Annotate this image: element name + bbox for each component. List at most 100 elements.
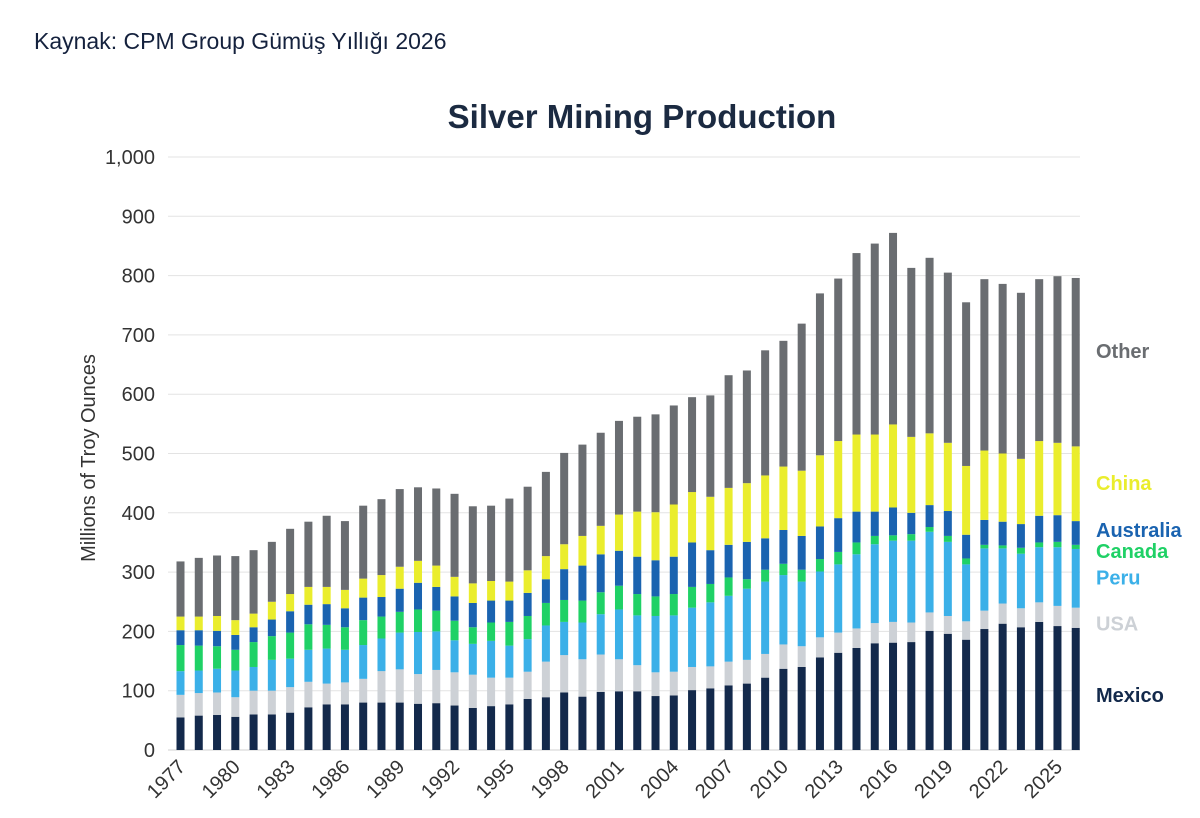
bar-segment-usa: [815, 637, 824, 658]
bar-segment-china: [742, 483, 751, 542]
bar-segment-canada: [322, 624, 331, 649]
bar-segment-usa: [468, 674, 477, 708]
bar-segment-other: [651, 414, 660, 513]
bar-segment-china: [797, 470, 806, 536]
bar-segment-peru: [980, 548, 989, 611]
bar-segment-australia: [194, 630, 203, 646]
bar-stack-2000: [596, 432, 605, 750]
bar-segment-canada: [852, 542, 861, 555]
bar-segment-usa: [998, 603, 1007, 624]
bar-segment-usa: [1053, 605, 1062, 627]
bar-segment-canada: [962, 558, 971, 565]
bar-segment-other: [797, 323, 806, 471]
bar-segment-other: [1016, 292, 1025, 459]
bar-segment-canada: [596, 592, 605, 615]
bar-segment-other: [523, 486, 532, 571]
bar-segment-mexico: [249, 714, 258, 750]
bar-segment-mexico: [1035, 621, 1044, 750]
bar-segment-australia: [907, 512, 916, 535]
bar-segment-australia: [852, 511, 861, 543]
bar-segment-china: [815, 455, 824, 527]
bar-segment-canada: [505, 621, 514, 646]
bar-segment-other: [505, 498, 514, 582]
bar-stack-1978: [194, 557, 203, 750]
bar-stack-2021: [980, 279, 989, 750]
bar-segment-australia: [669, 556, 678, 595]
bar-segment-peru: [505, 645, 514, 678]
bar-stack-1999: [578, 444, 587, 750]
bar-segment-usa: [651, 672, 660, 697]
bar-segment-other: [560, 452, 569, 545]
x-tick-label: 1989: [362, 756, 409, 803]
bar-segment-usa: [304, 681, 313, 708]
bar-stack-1980: [231, 556, 240, 750]
bar-segment-other: [907, 267, 916, 437]
bar-segment-mexico: [614, 691, 623, 750]
x-tick-label: 2019: [910, 756, 957, 803]
bar-segment-peru: [998, 548, 1007, 604]
bar-segment-canada: [304, 624, 313, 650]
bar-segment-china: [304, 586, 313, 605]
bar-stack-1982: [267, 541, 276, 750]
bar-segment-mexico: [176, 717, 185, 750]
bar-segment-canada: [889, 535, 898, 541]
bar-segment-mexico: [925, 630, 934, 750]
bar-segment-usa: [779, 644, 788, 669]
bar-segment-usa: [541, 661, 550, 698]
bar-stack-2025: [1053, 276, 1062, 750]
bar-segment-mexico: [779, 668, 788, 750]
bar-segment-mexico: [377, 702, 386, 750]
bar-segment-australia: [943, 511, 952, 536]
bar-segment-peru: [450, 640, 459, 673]
bar-segment-other: [176, 561, 185, 617]
bar-segment-usa: [614, 659, 623, 692]
bar-segment-usa: [980, 610, 989, 630]
bar-segment-china: [614, 514, 623, 551]
bar-segment-usa: [578, 659, 587, 697]
bar-segment-canada: [925, 527, 934, 532]
bar-stack-1984: [304, 521, 313, 750]
bar-segment-canada: [706, 583, 715, 603]
x-tick-label: 2004: [636, 756, 683, 803]
bar-segment-usa: [633, 665, 642, 692]
bar-segment-other: [1071, 277, 1080, 447]
bar-segment-canada: [286, 632, 295, 659]
bar-stack-1996: [523, 486, 532, 750]
bar-segment-peru: [395, 632, 404, 670]
bar-segment-peru: [560, 621, 569, 656]
bar-segment-usa: [669, 671, 678, 696]
bar-segment-canada: [688, 586, 697, 608]
bar-stack-2008: [742, 370, 751, 750]
bar-segment-china: [432, 565, 441, 587]
bar-segment-china: [395, 566, 404, 589]
bar-segment-canada: [1035, 542, 1044, 548]
bar-segment-mexico: [1053, 626, 1062, 750]
bar-segment-other: [213, 555, 222, 616]
bar-segment-china: [1016, 458, 1025, 525]
bar-stack-2006: [706, 395, 715, 750]
bar-segment-other: [322, 515, 331, 587]
bar-segment-other: [925, 257, 934, 434]
bar-segment-australia: [1053, 515, 1062, 542]
bar-segment-usa: [340, 682, 349, 705]
y-tick-label: 300: [122, 562, 155, 584]
bar-segment-china: [1035, 441, 1044, 516]
bar-segment-peru: [779, 575, 788, 645]
bar-segment-australia: [578, 565, 587, 601]
bar-segment-mexico: [998, 623, 1007, 750]
x-tick-label: 2007: [691, 756, 738, 803]
bar-segment-canada: [359, 620, 368, 646]
bar-segment-australia: [1016, 524, 1025, 548]
bar-segment-canada: [633, 594, 642, 616]
bar-segment-canada: [779, 563, 788, 576]
bar-segment-other: [340, 521, 349, 590]
series-label-peru: Peru: [1096, 568, 1140, 590]
bar-segment-usa: [359, 678, 368, 703]
bar-segment-australia: [889, 507, 898, 536]
bar-segment-other: [1035, 279, 1044, 442]
bar-segment-mexico: [414, 703, 423, 750]
bar-segment-australia: [925, 505, 934, 528]
x-tick-label: 1983: [253, 756, 300, 803]
bar-stack-2002: [633, 416, 642, 750]
